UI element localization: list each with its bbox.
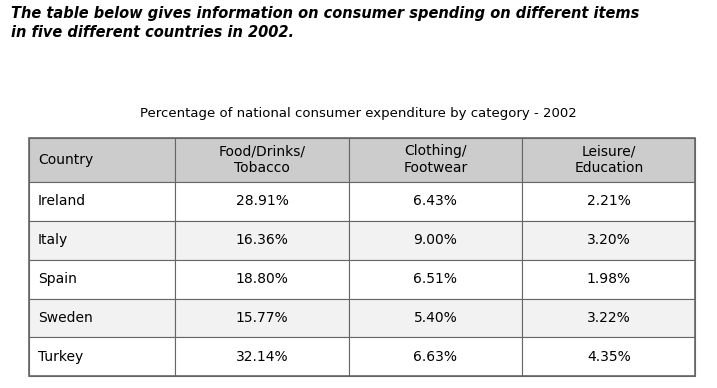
- Text: Spain: Spain: [38, 272, 77, 286]
- Text: 18.80%: 18.80%: [236, 272, 288, 286]
- Text: Turkey: Turkey: [38, 350, 83, 364]
- Text: 2.21%: 2.21%: [587, 194, 631, 208]
- Text: Italy: Italy: [38, 233, 68, 247]
- Text: 6.63%: 6.63%: [414, 350, 457, 364]
- Text: 6.43%: 6.43%: [414, 194, 457, 208]
- Text: Sweden: Sweden: [38, 311, 92, 325]
- Text: 6.51%: 6.51%: [414, 272, 457, 286]
- Text: Country: Country: [38, 153, 93, 167]
- Text: 32.14%: 32.14%: [236, 350, 288, 364]
- Text: 15.77%: 15.77%: [236, 311, 288, 325]
- Text: Clothing/
Footwear: Clothing/ Footwear: [403, 144, 467, 175]
- Text: 3.22%: 3.22%: [587, 311, 631, 325]
- Text: Leisure/
Education: Leisure/ Education: [574, 144, 643, 175]
- Text: 3.20%: 3.20%: [587, 233, 631, 247]
- Text: 5.40%: 5.40%: [414, 311, 457, 325]
- Text: Food/Drinks/
Tobacco: Food/Drinks/ Tobacco: [219, 144, 305, 175]
- Text: 28.91%: 28.91%: [236, 194, 288, 208]
- Text: Percentage of national consumer expenditure by category - 2002: Percentage of national consumer expendit…: [140, 107, 577, 120]
- Text: The table below gives information on consumer spending on different items
in fiv: The table below gives information on con…: [11, 6, 639, 40]
- Text: 4.35%: 4.35%: [587, 350, 631, 364]
- Text: 9.00%: 9.00%: [414, 233, 457, 247]
- Text: 1.98%: 1.98%: [587, 272, 631, 286]
- Text: Ireland: Ireland: [38, 194, 86, 208]
- Text: 16.36%: 16.36%: [236, 233, 288, 247]
